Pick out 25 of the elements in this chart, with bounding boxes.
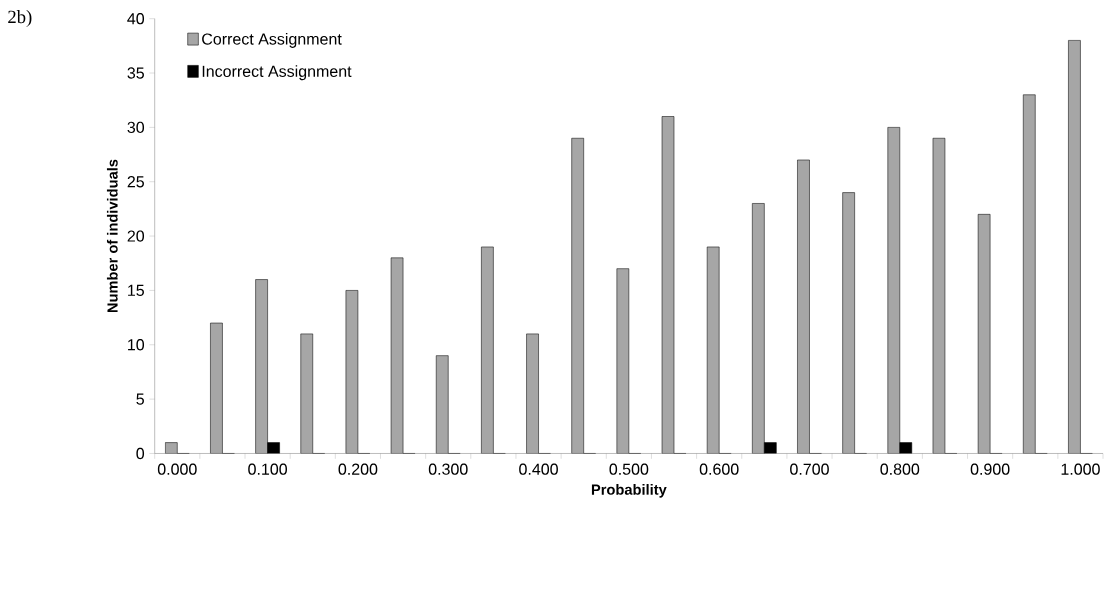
x-tick-label: 0.300 (428, 463, 468, 476)
y-tick-label: 35 (127, 67, 144, 79)
y-tick-label: 30 (127, 121, 145, 134)
y-tick-label: 25 (127, 176, 144, 188)
text: 2b) (8, 10, 32, 28)
y-tick-label: 5 (136, 393, 144, 405)
y-tick-label: 10 (128, 339, 145, 351)
x-tick-label: 0.400 (519, 463, 558, 476)
x-tick-label: 0.000 (157, 463, 197, 476)
x-tick-label: 0.200 (338, 463, 378, 476)
x-tick-label: 1.000 (1061, 463, 1100, 476)
x-axis-title: Probability (591, 484, 667, 498)
x-tick-label: 0.100 (248, 463, 288, 476)
x-tick-label: 0.700 (790, 463, 829, 476)
legend-label: Incorrect Assignment (202, 65, 352, 81)
x-tick-label: 0.800 (880, 463, 920, 476)
x-tick-label: 0.900 (970, 463, 1010, 476)
legend-label: Correct Assignment (202, 33, 342, 49)
y-axis-title: Number of individuals (106, 159, 118, 313)
y-tick-label: 20 (127, 230, 145, 242)
y-tick-label: 15 (128, 285, 144, 297)
y-tick-label: 0 (136, 448, 145, 460)
x-tick-label: 0.500 (609, 463, 649, 476)
y-tick-label: 40 (127, 13, 145, 25)
x-tick-label: 0.600 (699, 463, 739, 476)
